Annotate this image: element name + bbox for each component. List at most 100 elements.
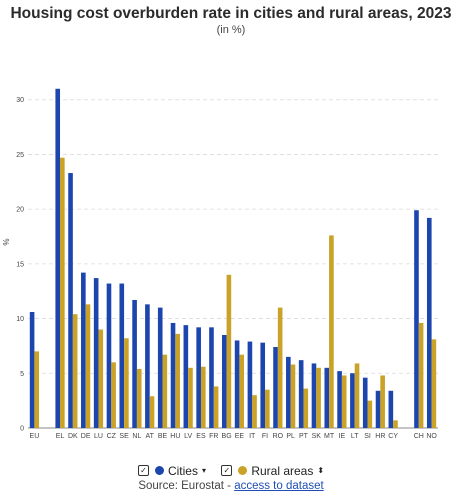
legend-label-rural: Rural areas: [251, 463, 314, 478]
x-tick-label: LT: [351, 433, 359, 440]
y-tick-label: 25: [16, 152, 24, 159]
y-tick-label: 10: [16, 316, 24, 323]
bar-rural: [329, 235, 334, 428]
y-tick-label: 20: [16, 207, 24, 214]
bar-rural: [98, 329, 104, 428]
x-tick-label: DE: [81, 433, 91, 440]
bar-rural: [431, 339, 437, 428]
source-line: Source: Eurostat - access to dataset: [0, 480, 462, 492]
bar-rural: [200, 366, 206, 428]
bar-rural: [72, 314, 78, 428]
bar-cities: [234, 340, 240, 428]
bar-rural: [303, 388, 309, 428]
x-tick-label: IT: [249, 433, 256, 440]
chart-subtitle: (in %): [216, 24, 246, 36]
y-tick-label: 15: [16, 261, 24, 268]
y-tick-label: 30: [16, 97, 24, 104]
y-tick-label: 5: [20, 371, 24, 378]
x-tick-label: RO: [273, 433, 284, 440]
bar-rural: [418, 322, 424, 428]
x-tick-label: EL: [56, 433, 65, 440]
x-tick-label: EE: [235, 433, 245, 440]
x-tick-label: SE: [119, 433, 129, 440]
bar-cities: [247, 341, 253, 428]
bar-cities: [196, 327, 201, 428]
bar-rural: [341, 375, 347, 428]
y-axis-label: %: [2, 238, 11, 245]
cities-dot-icon: [154, 466, 164, 475]
bar-rural: [60, 157, 65, 428]
x-tick-label: FR: [209, 433, 218, 440]
bar-rural: [354, 363, 360, 428]
bar-cities: [388, 390, 394, 428]
x-tick-label: PL: [286, 433, 295, 440]
bar-cities: [55, 88, 61, 429]
bar-cities: [145, 304, 150, 428]
bar-cities: [375, 390, 381, 428]
checkbox-checked-icon[interactable]: ✓: [137, 465, 149, 476]
bar-cities: [221, 334, 227, 428]
x-tick-label: LU: [94, 433, 103, 440]
bar-cities: [81, 272, 86, 428]
bar-cities: [170, 322, 176, 428]
bar-cities: [350, 373, 355, 428]
chart-title: Housing cost overburden rate in cities a…: [10, 5, 452, 22]
bar-cities: [93, 278, 99, 428]
bar-rural: [149, 396, 155, 428]
x-tick-label: CZ: [107, 433, 117, 440]
bar-cities: [426, 217, 432, 428]
x-tick-label: CH: [414, 433, 424, 440]
bar-cities: [106, 283, 112, 428]
bar-cities: [311, 363, 317, 428]
x-tick-label: HU: [170, 433, 180, 440]
x-tick-label: HR: [375, 433, 385, 440]
x-tick-label: ES: [196, 433, 206, 440]
bar-cities: [337, 371, 342, 428]
legend: ✓ Cities ▾ ✓ Rural areas ⬍: [0, 462, 462, 478]
y-tick-label: 0: [20, 426, 24, 433]
legend-item-cities[interactable]: ✓ Cities ▾: [137, 463, 206, 478]
bar-rural: [162, 354, 168, 428]
x-tick-label: SI: [364, 433, 371, 440]
bar-cities: [183, 325, 189, 428]
bar-rural: [34, 351, 40, 428]
x-tick-label: NO: [426, 433, 437, 440]
legend-label-cities: Cities: [167, 463, 198, 478]
x-tick-label: NL: [132, 433, 141, 440]
sort-icon[interactable]: ⬍: [317, 466, 325, 475]
bar-rural: [175, 333, 180, 428]
x-tick-label: AT: [146, 433, 155, 440]
bar-cities: [414, 210, 419, 428]
bar-cities: [209, 327, 214, 428]
x-tick-label: MT: [324, 433, 335, 440]
bar-cities: [324, 367, 330, 428]
bar-rural: [316, 367, 321, 428]
bar-cities: [68, 173, 73, 428]
x-tick-label: BG: [222, 433, 232, 440]
bar-rural: [380, 375, 385, 428]
bar-rural: [290, 364, 296, 428]
source-prefix: Source: Eurostat -: [138, 480, 235, 492]
bar-chart: 0 5 10 15 20 25 30 EU EL DK DE LU CZ SE NL AT BE HU LV ES FR…: [2, 88, 438, 440]
bar-rural: [252, 395, 257, 428]
bar-cities: [273, 347, 278, 428]
bar-rural: [239, 354, 245, 428]
bars: [29, 88, 437, 429]
x-tick-label: FI: [262, 433, 268, 440]
x-tick-label: EU: [30, 433, 40, 440]
dataset-link[interactable]: access to dataset: [234, 480, 324, 492]
x-tick-label: PT: [299, 433, 309, 440]
x-tick-label: IE: [339, 433, 346, 440]
checkbox-checked-icon[interactable]: ✓: [221, 465, 233, 476]
bar-rural: [136, 368, 142, 428]
dropdown-caret-icon[interactable]: ▾: [201, 466, 206, 475]
bar-rural: [277, 307, 283, 428]
bar-cities: [119, 283, 125, 428]
bar-rural: [111, 362, 116, 428]
axis-ticks: 0 5 10 15 20 25 30 EU EL DK DE LU CZ SE NL AT BE HU LV ES FR…: [16, 97, 437, 440]
bar-cities: [132, 299, 137, 428]
legend-item-rural[interactable]: ✓ Rural areas ⬍: [221, 464, 324, 478]
x-tick-label: DK: [68, 433, 78, 440]
bar-rural: [265, 389, 270, 428]
bar-rural: [367, 400, 373, 428]
